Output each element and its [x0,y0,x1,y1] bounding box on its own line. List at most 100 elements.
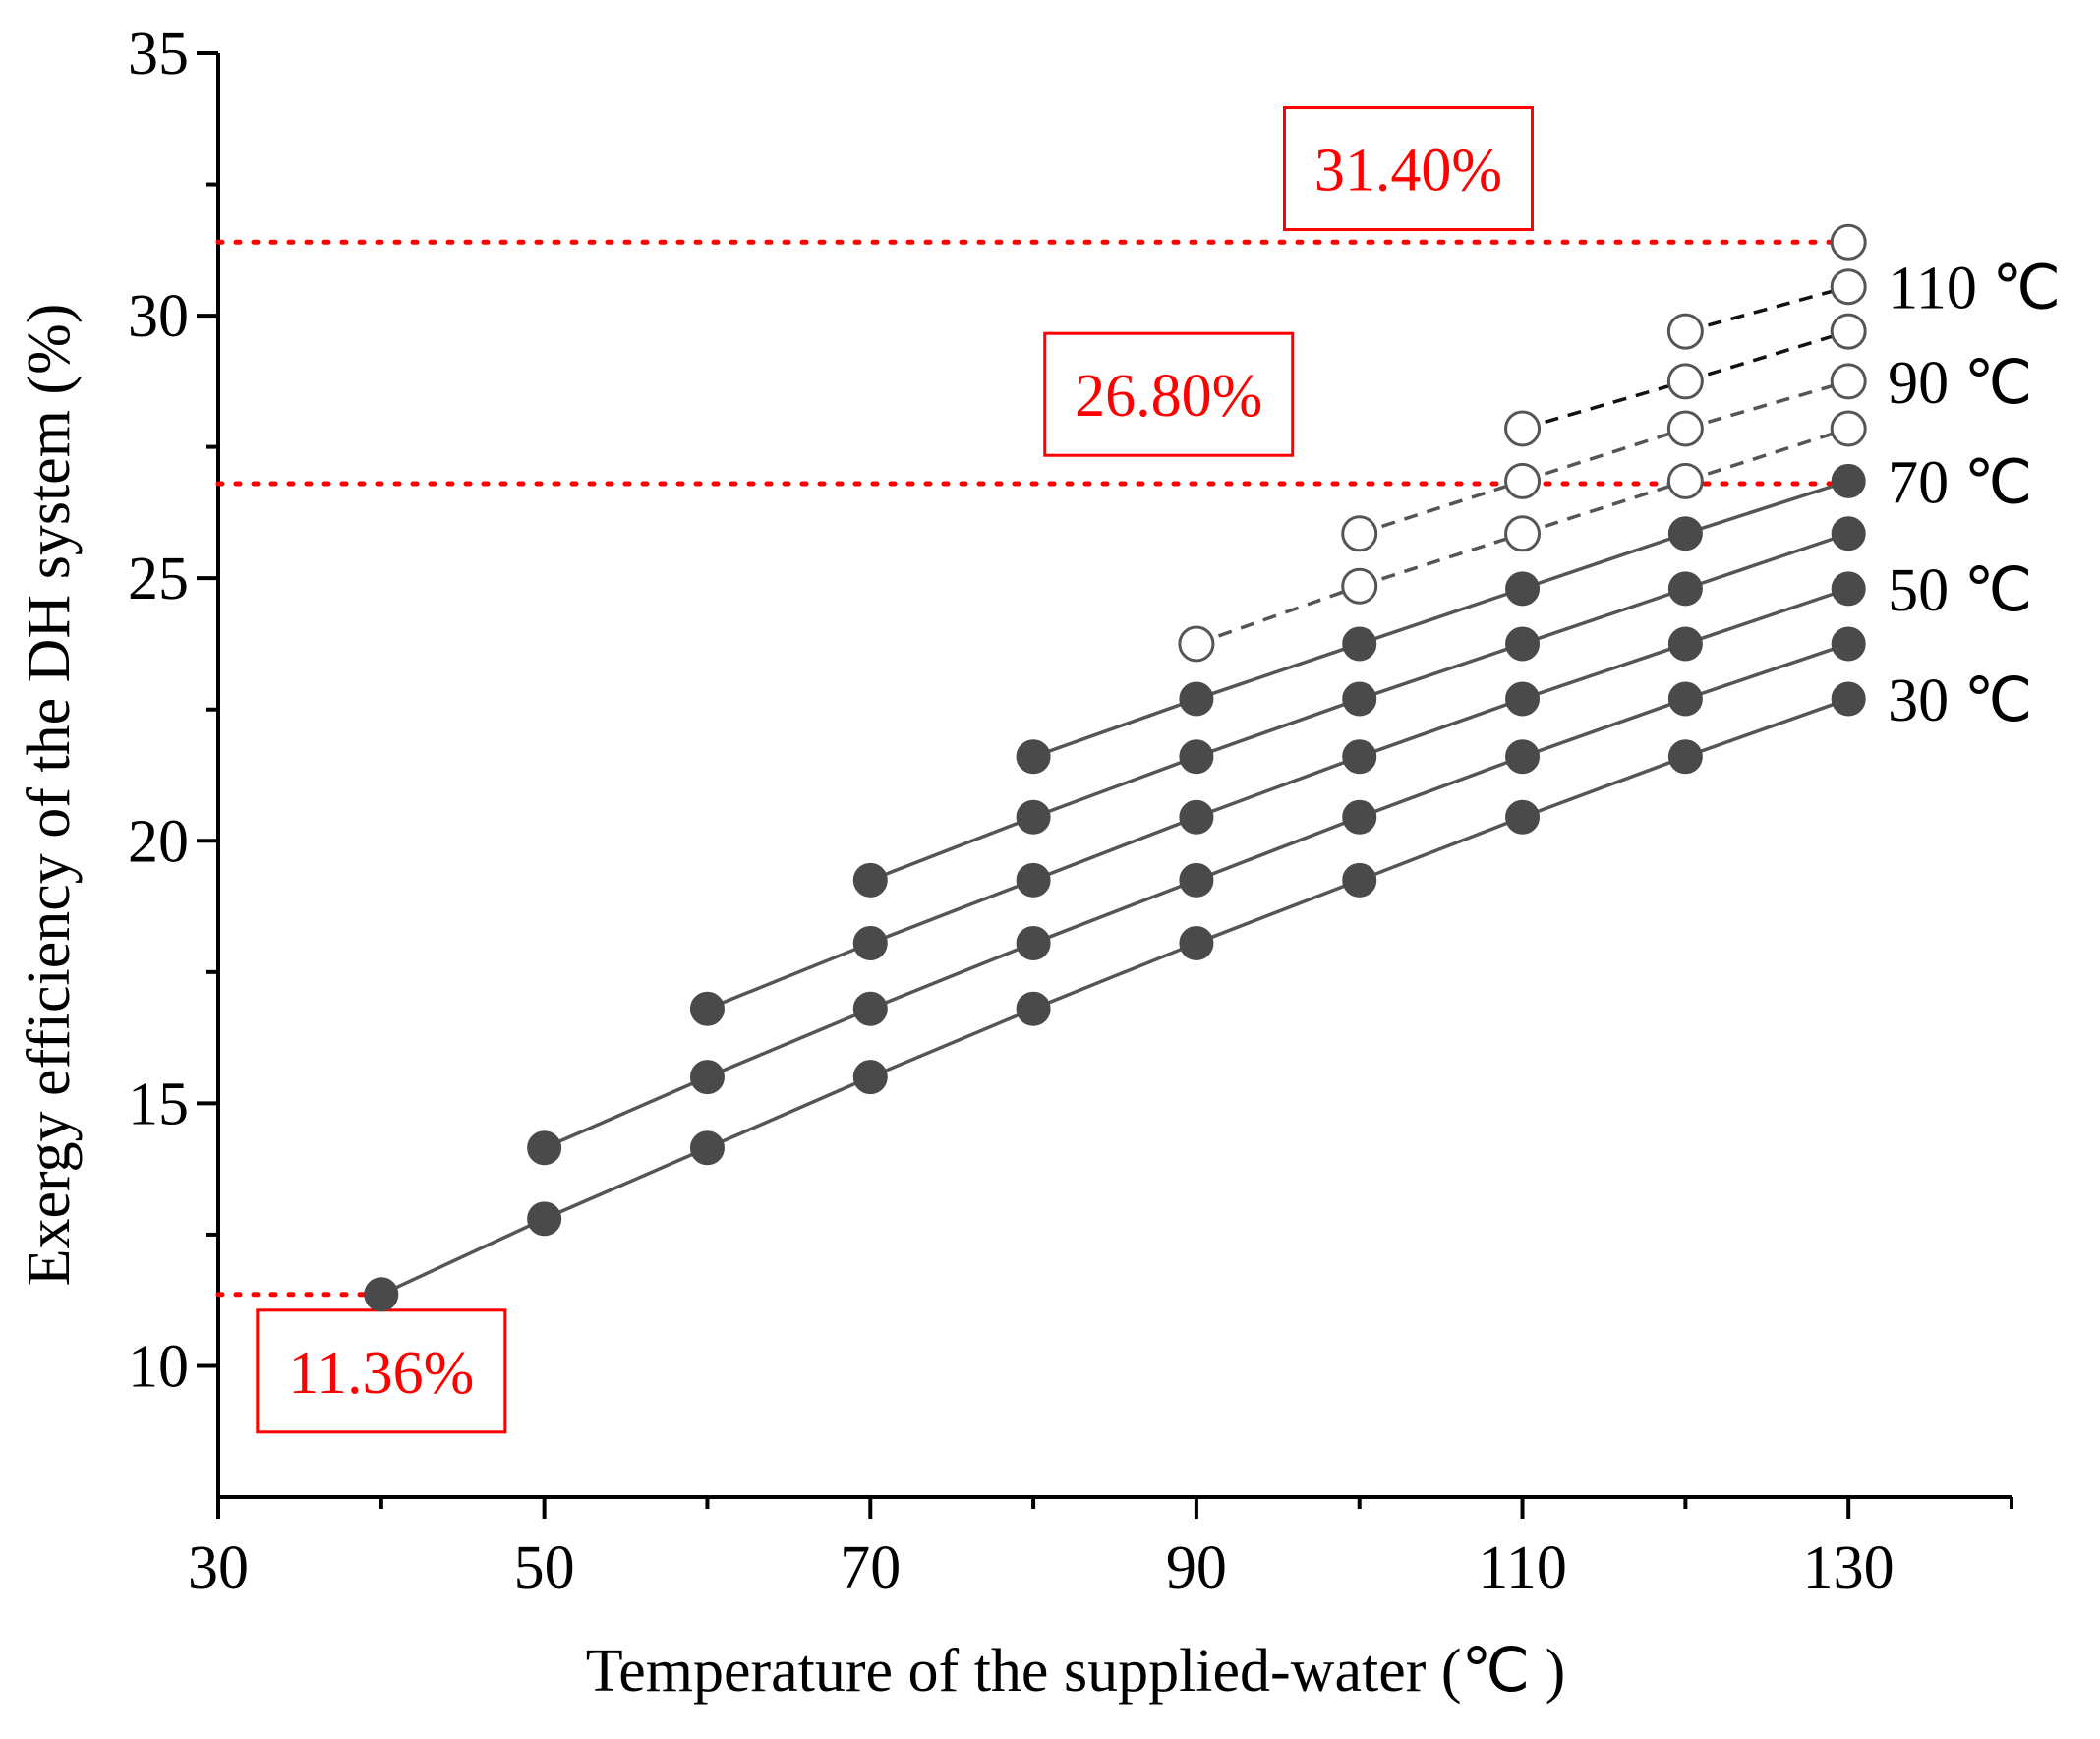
series-segment [1684,642,1849,701]
series-segment [1521,587,1686,646]
data-point-open [1830,363,1867,400]
series-segment [1521,755,1686,819]
series-0 [364,681,1866,1312]
series-9 [1830,223,1867,261]
series-segment [869,878,1034,946]
data-point-open [1504,515,1542,552]
x-tick-label: 30 [188,1535,249,1601]
data-point [1342,739,1377,775]
data-point [1667,681,1703,717]
series-segment [1684,285,1849,333]
series-7 [1504,313,1867,447]
series-label: 90 ℃ [1888,350,2032,417]
data-point [1831,516,1866,551]
series-segment [1032,815,1197,882]
series-1 [527,626,1866,1166]
data-point-open [1830,410,1867,447]
plot-area [364,223,1867,1312]
series-segment [706,1075,871,1150]
series-segment [1521,697,1686,759]
data-point [1831,681,1866,717]
series-segment [1684,479,1849,536]
data-point [1016,862,1051,898]
data-point-open [1666,410,1704,447]
series-8 [1666,268,1867,350]
series-segment [380,1217,546,1297]
y-axis-title: Exergy efficiency of the DH system (%) [16,304,83,1287]
series-segment [1359,587,1524,646]
series-segment [1359,697,1524,759]
data-point [1179,739,1214,775]
data-point-open [1666,313,1704,350]
data-point [689,991,725,1026]
data-point [1179,799,1214,835]
annotation-box [1282,106,1534,232]
data-point [1505,739,1541,775]
y-tick-label: 30 [128,283,189,350]
data-point [852,1060,888,1095]
data-point [1016,925,1051,960]
series-segment [1032,878,1197,946]
data-point-open [1830,268,1867,306]
series-4 [1016,463,1866,775]
series-segment [1196,755,1361,819]
data-point [1342,799,1377,835]
axes: 10 15 20 25 30 35 30 50 70 90 110 130 [128,21,2013,1601]
series-3 [852,516,1866,898]
series-segment [1032,755,1197,819]
data-point [1667,626,1703,662]
data-point-open [1504,410,1542,447]
x-tick-label: 70 [840,1535,901,1601]
data-point-open [1830,223,1867,261]
series-segment [1196,584,1361,646]
data-point [1016,799,1051,835]
data-point-open [1341,515,1378,552]
data-point [1831,463,1866,498]
series-segment [1359,479,1524,536]
data-point [852,862,888,898]
series-segment [706,1007,871,1079]
series-5 [1178,410,1867,663]
data-point-open [1504,462,1542,499]
series-segment [1359,532,1524,588]
annotation-label: 26.80% [1075,363,1262,430]
series-labels: 30 ℃ 50 ℃ 70 ℃ 90 ℃ 110 ℃ [1888,256,2061,734]
series-segment [543,1146,709,1221]
data-point-open [1666,462,1704,499]
series-label: 30 ℃ [1888,667,2032,734]
y-tick-label: 25 [128,546,189,612]
data-point [527,1130,562,1166]
data-point-open [1341,567,1378,605]
annotation-label: 31.40% [1314,138,1502,204]
series-segment [543,1075,709,1150]
data-point [1016,991,1051,1026]
data-point [1667,571,1703,607]
series-segment [1684,532,1849,591]
x-tick-label: 90 [1166,1535,1227,1601]
series-segment [1521,642,1686,701]
data-point [1505,626,1541,662]
y-tick-label: 35 [128,21,189,87]
series-segment [1684,697,1849,759]
annotation-box [1043,331,1295,457]
data-point [1505,799,1541,835]
data-point [1831,626,1866,662]
series-segment [1684,427,1849,484]
series-segment [1522,427,1686,484]
series-segment [706,941,871,1011]
data-point [1342,862,1377,898]
data-point [852,991,888,1026]
data-point [1179,681,1214,717]
series-segment [1684,587,1849,646]
data-point [527,1201,562,1237]
annotation-label: 11.36% [288,1340,474,1407]
series-label: 50 ℃ [1888,557,2032,624]
series-segment [1196,815,1361,882]
series-segment [1359,642,1524,701]
series-segment [1359,815,1524,882]
data-point [1505,681,1541,717]
data-point [1179,862,1214,898]
data-point [1179,925,1214,960]
series-segment [1684,329,1849,383]
